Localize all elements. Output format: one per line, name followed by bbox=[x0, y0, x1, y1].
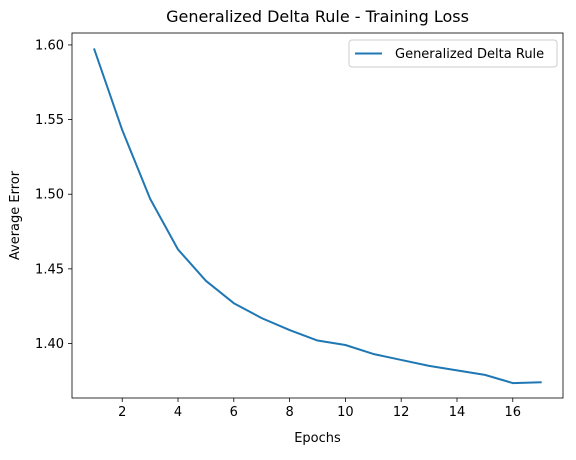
y-tick-label: 1.50 bbox=[35, 188, 64, 203]
legend: Generalized Delta Rule bbox=[349, 40, 557, 67]
x-axis-ticks: 2 4 6 8 10 12 14 16 bbox=[118, 398, 521, 420]
x-tick-label: 4 bbox=[174, 405, 182, 420]
x-tick-label: 8 bbox=[285, 405, 293, 420]
legend-label: Generalized Delta Rule bbox=[395, 47, 544, 62]
x-tick-label: 12 bbox=[393, 405, 410, 420]
y-tick-label: 1.45 bbox=[35, 262, 64, 277]
x-tick-label: 6 bbox=[230, 405, 238, 420]
series-layer bbox=[94, 49, 540, 383]
y-axis-ticks: 1.40 1.45 1.50 1.55 1.60 bbox=[35, 38, 72, 352]
y-tick-label: 1.40 bbox=[35, 337, 64, 352]
y-tick-label: 1.55 bbox=[35, 113, 64, 128]
y-tick-label: 1.60 bbox=[35, 38, 64, 53]
plot-frame bbox=[72, 33, 563, 398]
x-tick-label: 16 bbox=[505, 405, 522, 420]
x-tick-label: 10 bbox=[337, 405, 354, 420]
chart-title: Generalized Delta Rule - Training Loss bbox=[166, 7, 469, 26]
x-tick-label: 2 bbox=[118, 405, 126, 420]
y-axis-title: Average Error bbox=[8, 170, 23, 260]
x-tick-label: 14 bbox=[449, 405, 466, 420]
series-line-0 bbox=[94, 49, 540, 383]
x-axis-title: Epochs bbox=[294, 431, 341, 446]
